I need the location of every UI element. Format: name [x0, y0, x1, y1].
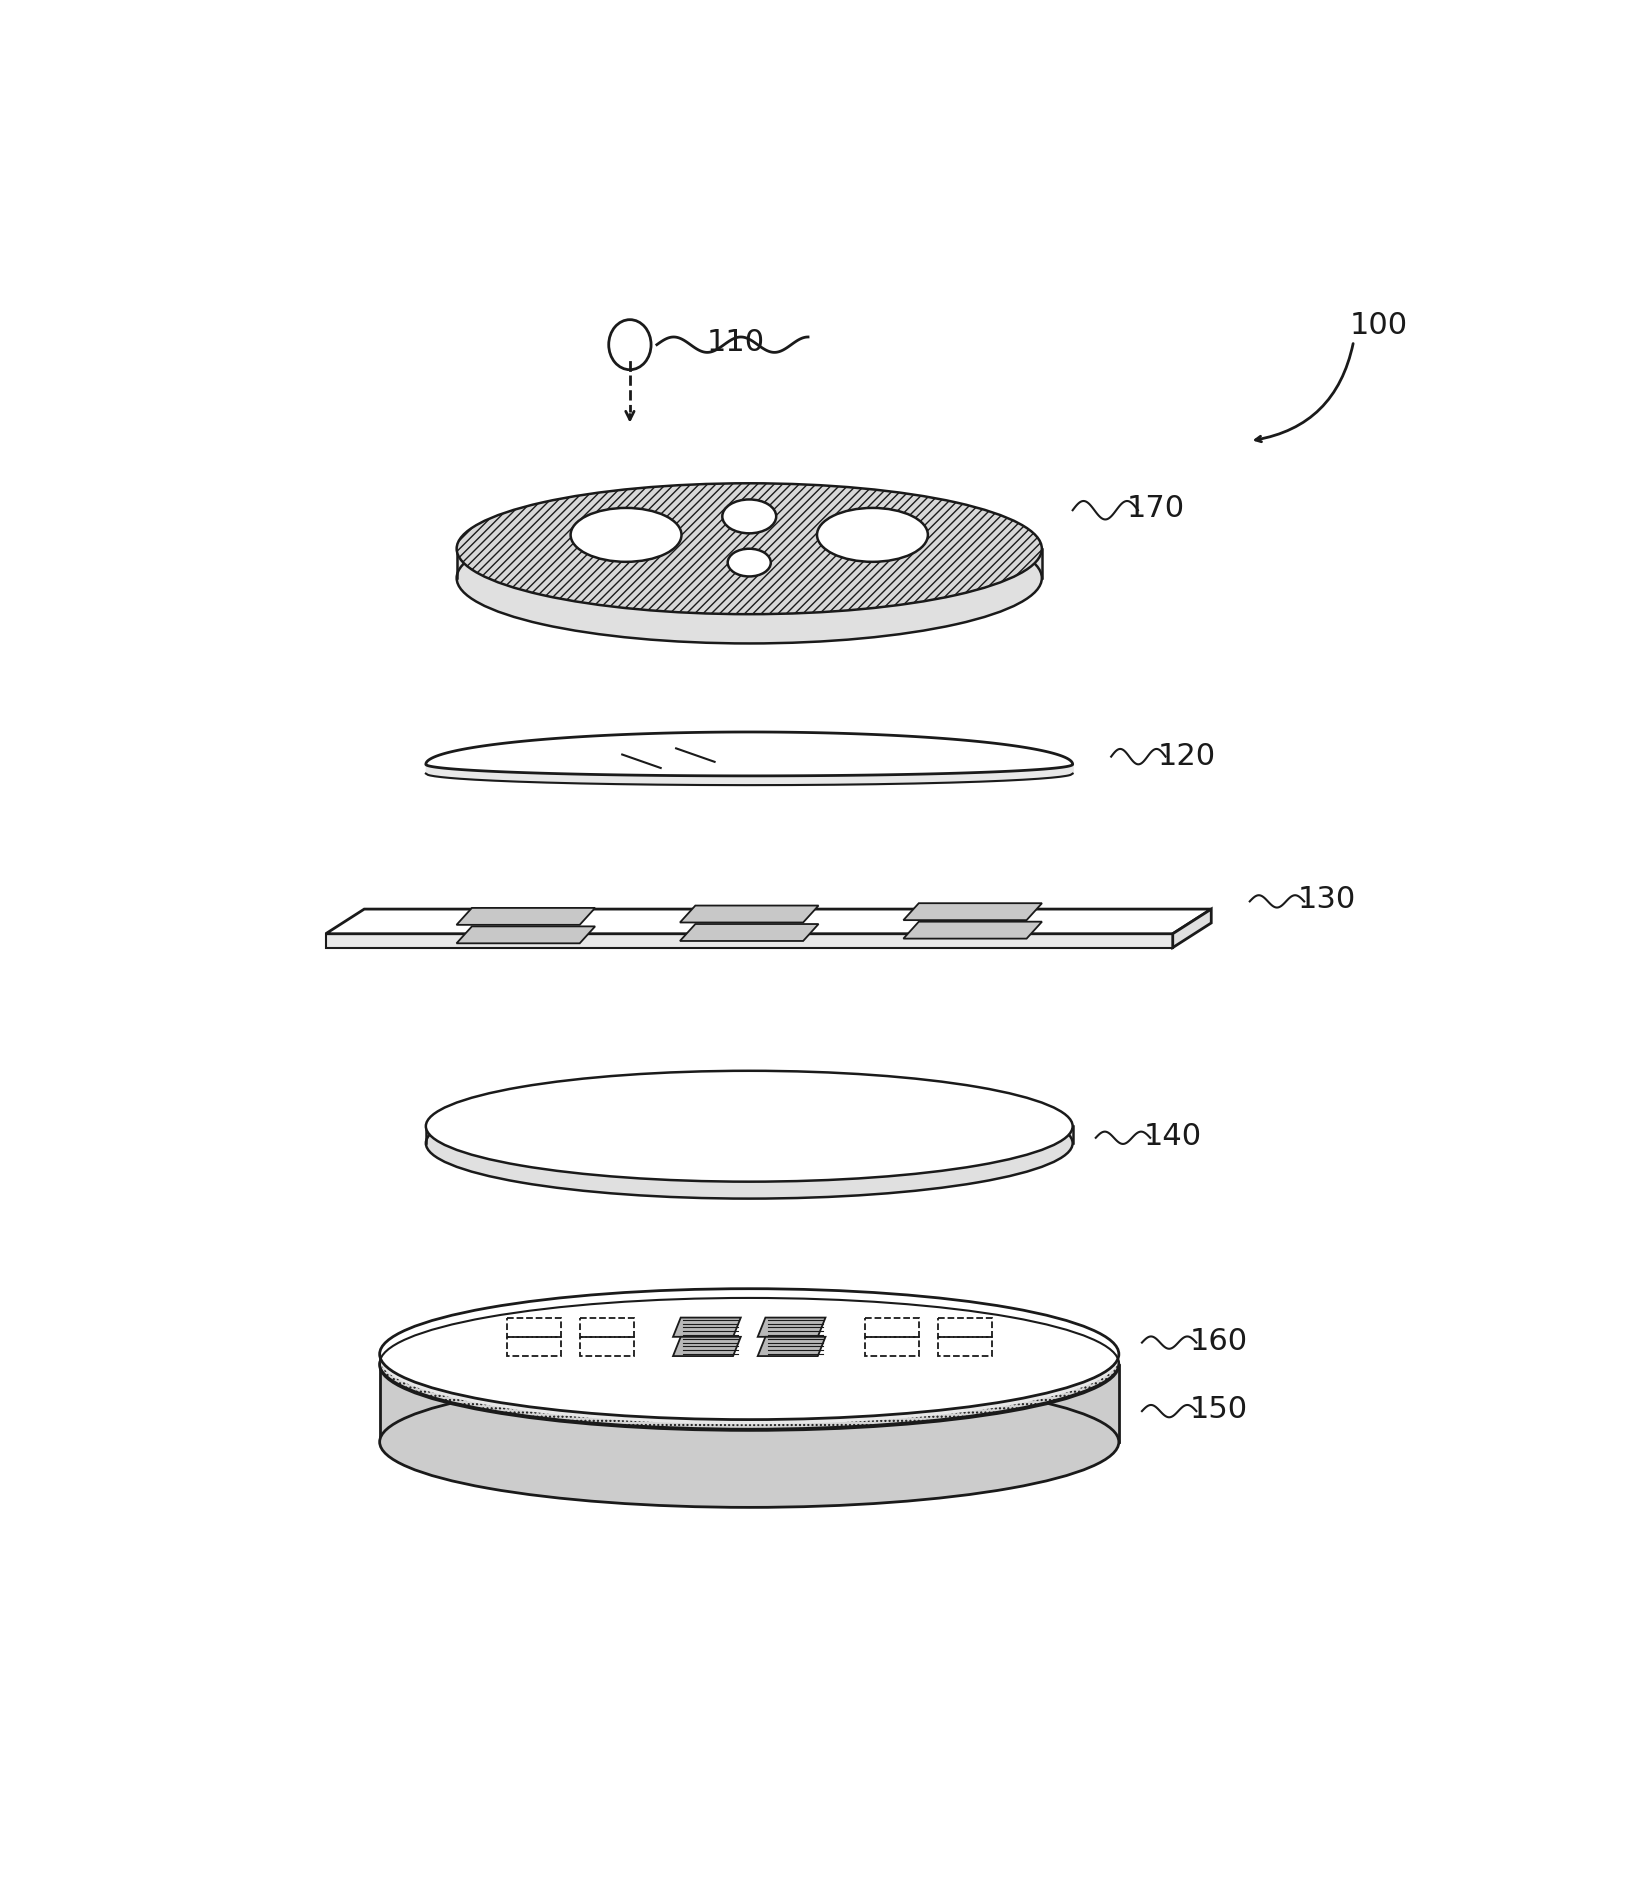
- Ellipse shape: [570, 508, 681, 562]
- Polygon shape: [903, 922, 1042, 939]
- Ellipse shape: [722, 499, 776, 533]
- Polygon shape: [456, 926, 595, 943]
- Text: 130: 130: [1297, 886, 1355, 914]
- Text: 110: 110: [707, 328, 765, 357]
- Text: 120: 120: [1157, 742, 1215, 770]
- Polygon shape: [903, 903, 1042, 920]
- Polygon shape: [379, 1349, 1119, 1425]
- Text: 150: 150: [1188, 1394, 1248, 1425]
- Ellipse shape: [379, 1288, 1119, 1419]
- Polygon shape: [1172, 909, 1211, 948]
- Text: 100: 100: [1350, 311, 1407, 340]
- Ellipse shape: [727, 548, 770, 577]
- Polygon shape: [679, 924, 817, 941]
- Ellipse shape: [456, 512, 1042, 643]
- Text: 160: 160: [1188, 1326, 1248, 1356]
- Ellipse shape: [425, 1070, 1071, 1182]
- Polygon shape: [672, 1318, 740, 1337]
- Text: 140: 140: [1142, 1121, 1201, 1151]
- Ellipse shape: [456, 484, 1042, 615]
- Ellipse shape: [379, 1377, 1119, 1508]
- Polygon shape: [672, 1337, 740, 1356]
- Polygon shape: [758, 1318, 826, 1337]
- Polygon shape: [425, 1087, 1071, 1182]
- Polygon shape: [456, 512, 1042, 615]
- Ellipse shape: [425, 1087, 1071, 1199]
- Polygon shape: [326, 909, 1211, 933]
- Polygon shape: [326, 933, 1172, 948]
- Ellipse shape: [816, 508, 928, 562]
- Polygon shape: [425, 732, 1071, 776]
- Polygon shape: [456, 909, 595, 926]
- Polygon shape: [758, 1337, 826, 1356]
- Text: 170: 170: [1126, 495, 1183, 524]
- Polygon shape: [679, 905, 817, 922]
- Polygon shape: [379, 1366, 1119, 1442]
- Ellipse shape: [608, 321, 651, 370]
- Ellipse shape: [379, 1299, 1119, 1430]
